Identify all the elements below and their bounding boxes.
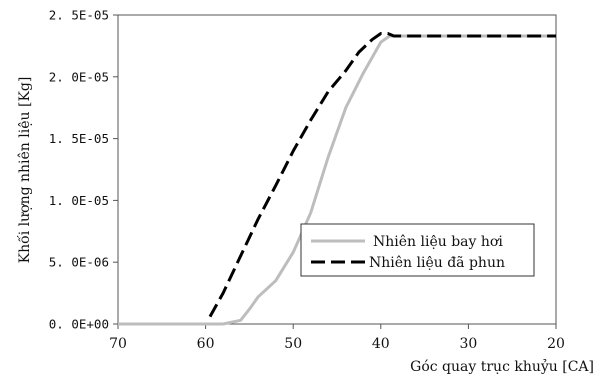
x-tick-label: 40 <box>372 336 390 352</box>
y-tick-label: 1. 5E-05 <box>49 131 109 146</box>
x-tick-label: 20 <box>547 336 565 352</box>
y-tick-label: 1. 0E-05 <box>49 193 109 208</box>
legend-label-evaporated: Nhiên liệu bay hơi <box>373 234 503 250</box>
legend-box <box>300 223 535 277</box>
series-line-evaporated <box>118 34 556 326</box>
legend: Nhiên liệu bay hơi Nhiên liệu đã phun <box>300 223 535 277</box>
y-axis: 0. 0E+00 5. 0E-06 1. 0E-05 1. 5E-05 2. 0E-05… <box>49 8 118 332</box>
y-tick-label: 2. 5E-05 <box>49 8 109 23</box>
series-line-injected <box>208 32 556 318</box>
x-tick-label: 50 <box>284 336 302 352</box>
x-axis-title: Góc quay trục khuỷu [CA] <box>410 358 594 375</box>
x-tick-label: 70 <box>109 336 127 352</box>
y-tick-label: 0. 0E+00 <box>49 317 109 332</box>
x-axis: 70 60 50 40 30 20 <box>109 324 565 352</box>
y-tick-label: 5. 0E-06 <box>49 255 109 270</box>
series-layer <box>118 32 556 326</box>
y-axis-title: Khối lượng nhiên liệu [Kg] <box>16 77 33 264</box>
y-tick-label: 2. 0E-05 <box>49 69 109 84</box>
legend-label-injected: Nhiên liệu đã phun <box>369 255 505 271</box>
x-tick-label: 60 <box>197 336 215 352</box>
plot-area <box>117 14 557 325</box>
x-tick-label: 30 <box>459 336 477 352</box>
